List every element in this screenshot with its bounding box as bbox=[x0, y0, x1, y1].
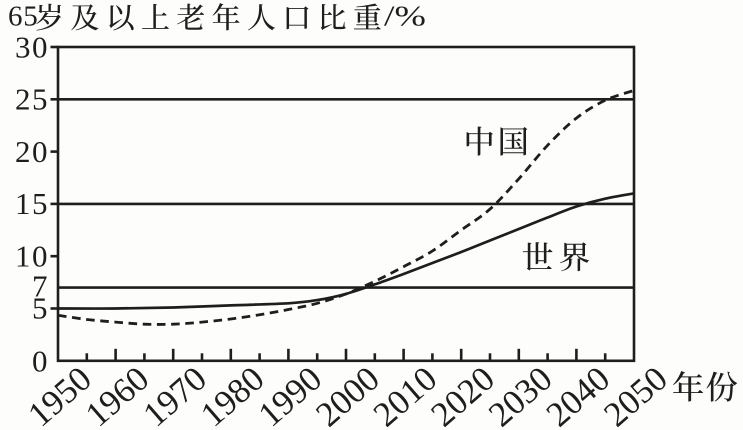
svg-text:25: 25 bbox=[15, 82, 49, 117]
svg-text:0: 0 bbox=[32, 343, 49, 378]
svg-text:15: 15 bbox=[15, 186, 49, 221]
svg-text:/%: /% bbox=[384, 0, 426, 32]
svg-text:30: 30 bbox=[15, 29, 49, 64]
svg-text:20: 20 bbox=[15, 134, 49, 169]
svg-text:65: 65 bbox=[8, 1, 39, 33]
svg-text:7: 7 bbox=[32, 268, 49, 303]
svg-text:5: 5 bbox=[32, 291, 49, 326]
svg-text:10: 10 bbox=[15, 239, 49, 274]
